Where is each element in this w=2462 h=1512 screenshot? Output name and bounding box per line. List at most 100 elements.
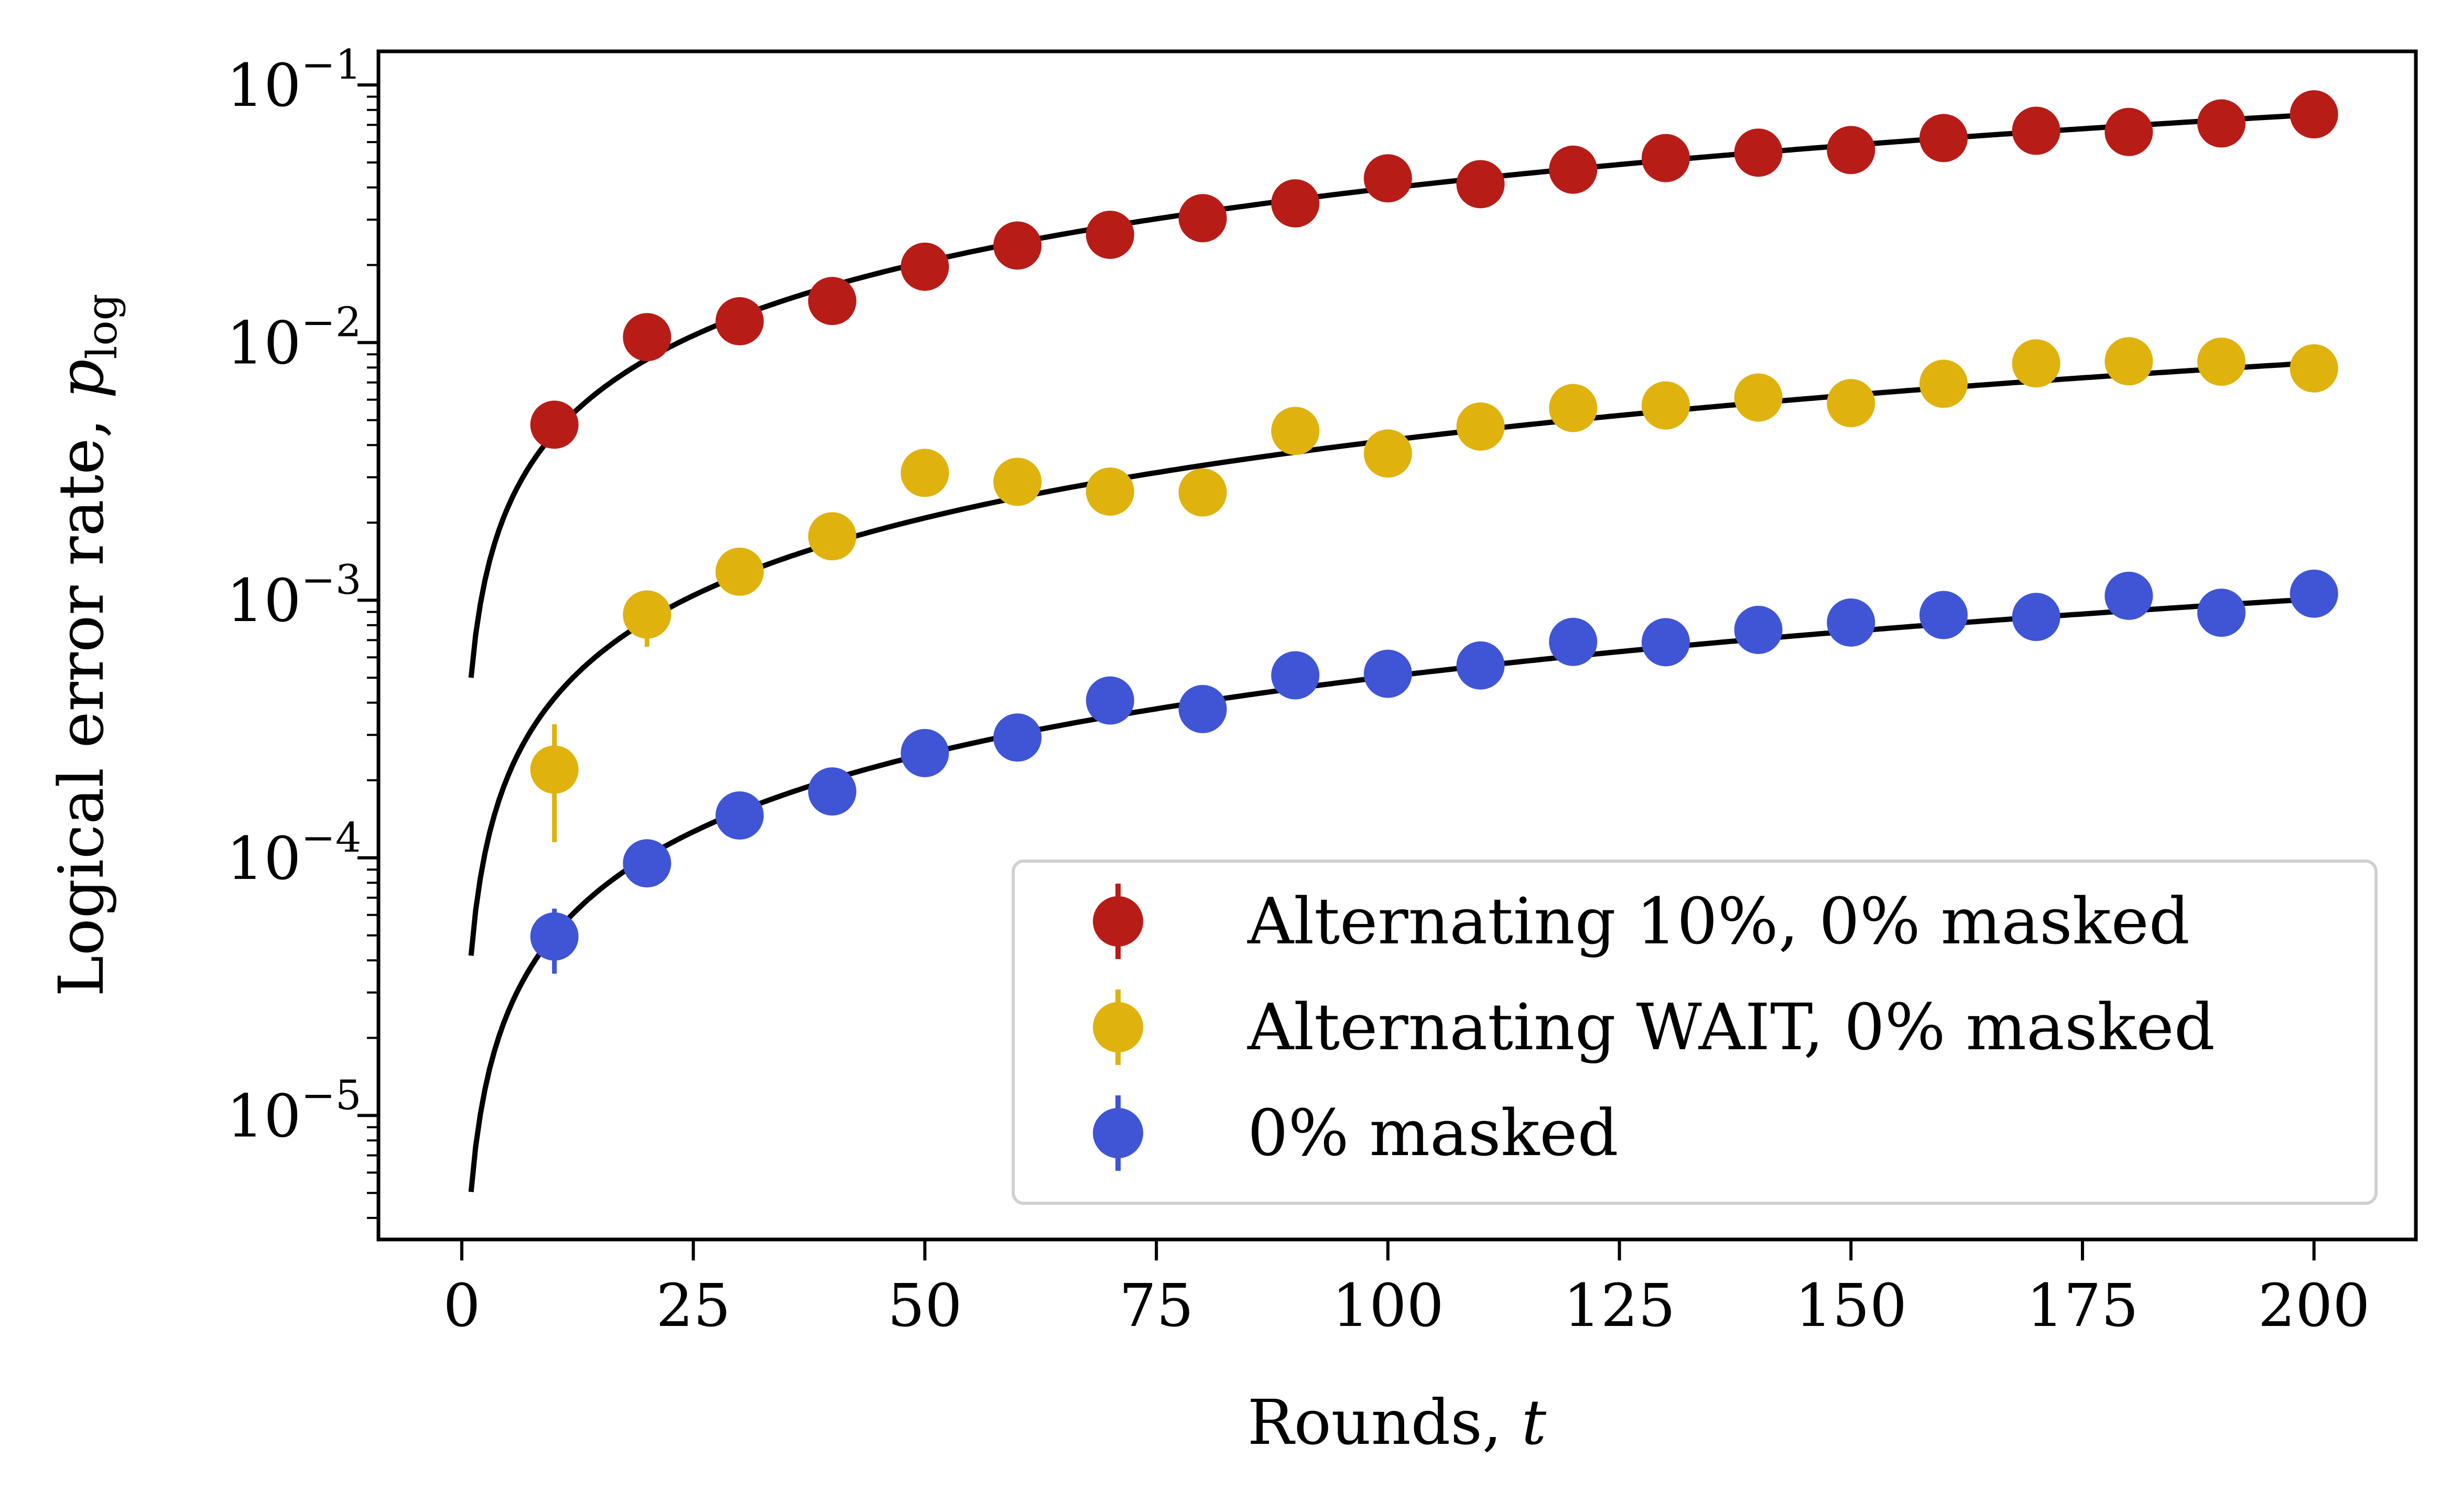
data-point <box>1086 676 1134 725</box>
legend: Alternating 10%, 0% masked Alternating WA… <box>1012 860 2378 1205</box>
series-points <box>530 90 2338 449</box>
data-point <box>2105 107 2153 156</box>
x-tick-label: 75 <box>1119 1272 1194 1340</box>
data-point <box>808 277 856 325</box>
x-axis-title-text: Rounds, <box>1248 1386 1522 1459</box>
x-tick-label: 200 <box>2258 1272 2370 1340</box>
data-point <box>901 728 949 777</box>
data-point <box>530 400 579 449</box>
y-axis-ticks: 10−110−210−310−410−5 <box>226 41 378 1219</box>
data-point <box>993 458 1042 506</box>
data-point <box>1641 381 1690 430</box>
data-point <box>2290 569 2338 618</box>
data-point <box>530 745 579 794</box>
y-tick-exponent: −1 <box>301 41 362 89</box>
data-point <box>1827 126 1875 175</box>
data-point <box>2197 589 2246 637</box>
data-point <box>1178 194 1227 243</box>
data-point <box>1919 114 1968 162</box>
data-point <box>1271 651 1320 700</box>
data-point <box>2105 337 2153 386</box>
data-point <box>715 297 764 345</box>
y-axis-title-text: Logical error rate, <box>45 399 117 997</box>
data-point <box>1363 154 1412 203</box>
y-tick-base: 10 <box>226 825 301 893</box>
data-point <box>1271 407 1320 455</box>
legend-label: Alternating 10%, 0% masked <box>1247 884 2190 959</box>
data-point <box>808 767 856 816</box>
data-point <box>1456 160 1505 209</box>
data-point <box>715 547 764 596</box>
data-point <box>1919 360 1968 408</box>
y-tick-label: 10−3 <box>226 557 362 635</box>
x-tick-label: 100 <box>1332 1272 1444 1340</box>
y-tick-base: 10 <box>226 52 301 120</box>
data-point <box>2012 106 2060 155</box>
legend-marker <box>1093 1108 1143 1158</box>
x-tick-label: 25 <box>656 1272 731 1340</box>
y-axis-variable: p <box>45 359 117 399</box>
data-point <box>1827 598 1875 647</box>
data-point <box>530 912 579 961</box>
y-tick-label: 10−1 <box>226 41 362 120</box>
y-tick-label: 10−4 <box>226 814 362 893</box>
y-tick-exponent: −4 <box>301 814 362 862</box>
data-point <box>2105 571 2153 620</box>
data-point <box>1086 467 1134 516</box>
data-points <box>530 90 2338 974</box>
data-point <box>1549 145 1598 194</box>
x-axis-ticks: 0 25 50 75 100 125 150 175 200 <box>443 1239 2370 1340</box>
x-tick-label: 125 <box>1564 1272 1676 1340</box>
x-tick-label: 50 <box>887 1272 962 1340</box>
legend-label: Alternating WAIT, 0% masked <box>1247 990 2215 1064</box>
data-point <box>1363 429 1412 478</box>
x-tick-label: 0 <box>443 1272 480 1340</box>
data-point <box>1734 373 1783 422</box>
series-points <box>530 569 2338 974</box>
data-point <box>715 791 764 840</box>
data-point <box>2012 593 2060 641</box>
y-tick-exponent: −2 <box>301 299 362 346</box>
legend-entry: Alternating 10%, 0% masked <box>1093 884 2190 959</box>
data-point <box>1549 384 1598 432</box>
data-point <box>808 512 856 561</box>
legend-marker <box>1093 1002 1143 1052</box>
data-point <box>1919 591 1968 639</box>
data-point <box>993 221 1042 270</box>
data-point <box>1271 179 1320 228</box>
y-axis-variable-subscript: log <box>78 293 126 359</box>
data-point <box>1456 402 1505 451</box>
data-point <box>2290 344 2338 393</box>
data-point <box>901 242 949 291</box>
legend-entry: Alternating WAIT, 0% masked <box>1093 989 2215 1065</box>
data-point <box>623 590 671 639</box>
legend-entry: 0% masked <box>1093 1095 1619 1171</box>
data-point <box>2197 338 2246 386</box>
series-points <box>530 337 2338 842</box>
y-tick-base: 10 <box>226 310 301 378</box>
data-point <box>1641 618 1690 667</box>
data-point <box>1086 211 1134 259</box>
y-tick-label: 10−2 <box>226 299 362 378</box>
y-tick-label: 10−5 <box>226 1072 362 1150</box>
x-tick-label: 150 <box>1795 1272 1907 1340</box>
data-point <box>993 713 1042 762</box>
data-point <box>1549 617 1598 666</box>
data-point <box>1363 649 1412 698</box>
legend-box <box>1012 860 2378 1205</box>
data-point <box>623 839 671 888</box>
plot-frame <box>376 49 2418 1242</box>
legend-marker <box>1093 896 1143 947</box>
data-point <box>1641 134 1690 182</box>
y-axis-title: Logical error rate, plog <box>45 293 126 997</box>
data-point <box>623 313 671 362</box>
x-tick-label: 175 <box>2026 1272 2139 1340</box>
legend-entries: Alternating 10%, 0% masked Alternating WA… <box>1093 884 2215 1171</box>
x-axis-title: Rounds, t <box>1248 1386 1547 1459</box>
data-point <box>1827 379 1875 428</box>
y-tick-exponent: −3 <box>301 557 362 604</box>
data-point <box>2197 99 2246 148</box>
data-point <box>1178 468 1227 517</box>
data-point <box>1178 684 1227 733</box>
